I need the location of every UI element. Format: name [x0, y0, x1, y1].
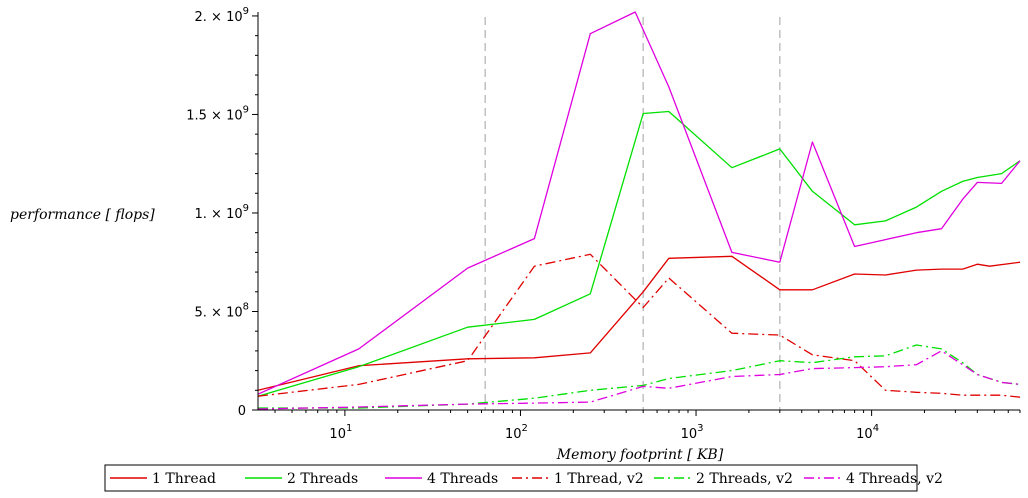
axes	[257, 12, 1020, 411]
series-line-5	[258, 344, 1021, 409]
x-tick-label: 104	[856, 423, 879, 442]
legend: 1 Thread 2 Threads 4 Threads 1 Thread, v2 2 …	[104, 464, 943, 492]
legend-label-3: 4 Threads	[427, 471, 498, 487]
reference-lines	[484, 17, 781, 410]
series-line-1	[257, 255, 1021, 391]
y-tick-label: 5. × 108	[195, 301, 249, 320]
y-tick-label: 0	[238, 404, 246, 419]
x-tick-label: 101	[329, 423, 352, 442]
legend-label-4: 1 Thread, v2	[554, 471, 644, 487]
series-line-4	[257, 253, 1021, 398]
legend-frame	[104, 464, 918, 492]
legend-label-6: 4 Threads, v2	[846, 471, 943, 487]
y-tick-label: 2. × 109	[195, 6, 249, 25]
x-tick-label: 103	[681, 423, 704, 442]
x-tick-label: 102	[505, 423, 528, 442]
y-tick-label: 1.5 × 109	[186, 104, 249, 123]
y-ticks: 0 5. × 108 1. × 109 1.5 × 109 2. × 109	[186, 6, 258, 419]
y-tick-label: 1. × 109	[195, 203, 249, 222]
legend-label-2: 2 Threads	[287, 471, 358, 487]
series-lines	[257, 11, 1021, 410]
x-axis-label: Memory footprint [ KB]	[556, 447, 724, 463]
x-ticks: 101 102 103 104	[274, 410, 1021, 442]
legend-label-1: 1 Thread	[152, 471, 216, 487]
legend-label-5: 2 Threads, v2	[696, 471, 793, 487]
series-line-2	[257, 110, 1021, 397]
series-line-6	[257, 350, 1021, 410]
series-line-3	[257, 11, 1021, 395]
y-axis-label: performance [ flops]	[10, 207, 155, 223]
